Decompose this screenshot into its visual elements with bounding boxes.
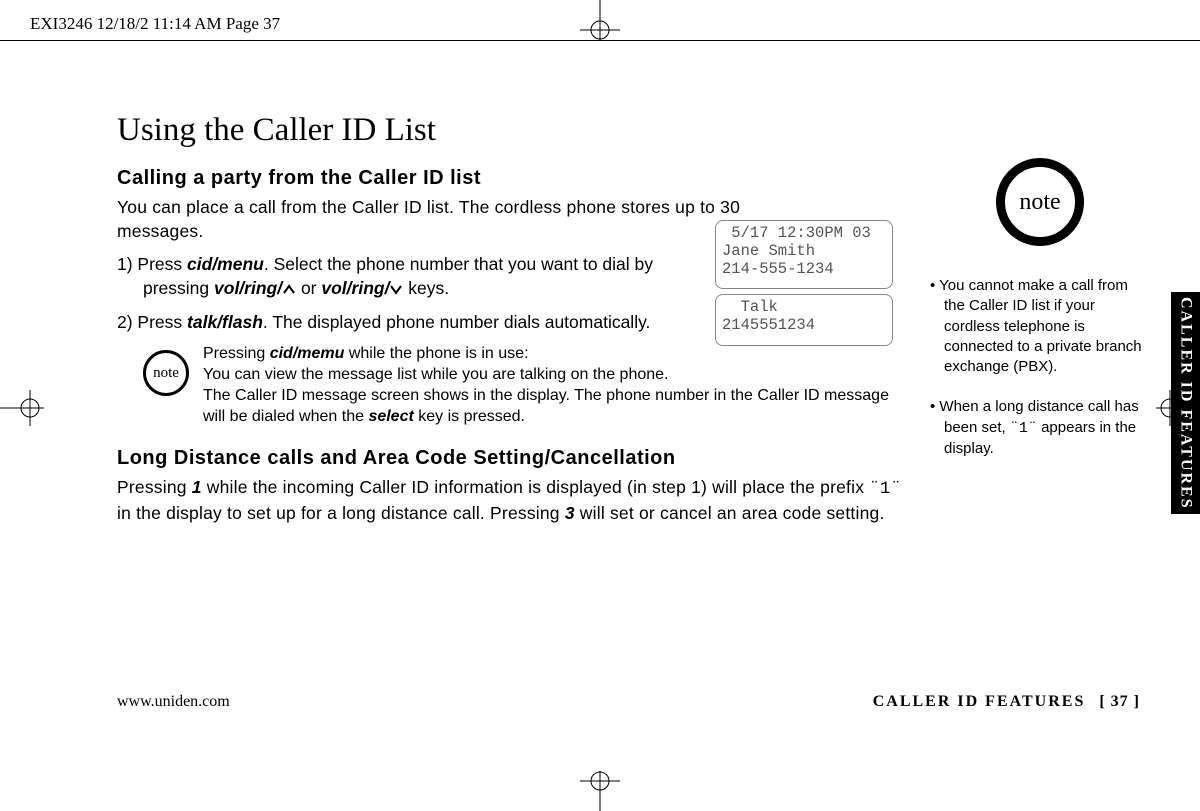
footer-section: CALLER ID FEATURES [873,693,1086,710]
key-1: 1 [192,477,202,497]
text: while the phone is in use: [344,345,528,362]
text: in the display to set up for a long dist… [117,503,565,523]
text: The Caller ID message screen shows in th… [203,387,889,425]
text: . The displayed phone number dials autom… [263,312,651,332]
note-icon: note [143,350,189,396]
lcd-screen-talk: Talk 2145551234 [715,294,893,346]
key-talk-flash: talk/flash [187,312,263,332]
section-heading-2: Long Distance calls and Area Code Settin… [117,447,907,470]
text: or [296,278,321,298]
registration-mark-bottom [555,767,645,811]
side-notes: note • You cannot make a call from the C… [930,158,1150,479]
text: 1) Press [117,254,187,274]
section-2-paragraph: Pressing 1 while the incoming Caller ID … [117,476,907,525]
registration-mark-left [0,386,48,430]
step-2: 2) Press talk/flash. The displayed phone… [117,311,697,335]
text: key is pressed. [414,408,525,425]
inline-note-text: Pressing cid/memu while the phone is in … [203,344,907,427]
side-bullet-1: • You cannot make a call from the Caller… [930,276,1150,377]
main-content: Using the Caller ID List Calling a party… [117,112,907,536]
page-footer: www.uniden.com CALLER ID FEATURES [ 37 ] [117,693,1140,711]
key-cid-memu: cid/memu [270,345,345,362]
text: Pressing [117,477,192,497]
section-tab: CALLER ID FEATURES [1171,292,1200,514]
step-1: 1) Press cid/menu. Select the phone numb… [117,253,697,300]
key-select: select [368,408,413,425]
footer-page-number: [ 37 ] [1099,693,1140,710]
lcd-screen-caller-id: 5/17 12:30PM 03 Jane Smith 214-555-1234 [715,220,893,289]
mono-1: ¨1¨ [869,479,901,499]
text: Pressing [203,345,270,362]
inline-note: note Pressing cid/memu while the phone i… [143,344,907,427]
key-vol-down: vol/ring/ [321,278,403,298]
section-heading-1: Calling a party from the Caller ID list [117,167,907,190]
registration-mark-top [555,0,645,44]
key-vol-up: vol/ring/ [214,278,296,298]
side-bullet-2: • When a long distance call has been set… [930,397,1150,459]
print-header-stamp: EXI3246 12/18/2 11:14 AM Page 37 [30,14,280,34]
intro-paragraph: You can place a call from the Caller ID … [117,196,807,243]
text: You can view the message list while you … [203,366,668,383]
key-3: 3 [565,503,575,523]
mono-1-side: ¨1¨ [1010,420,1037,437]
text: will set or cancel an area code setting. [575,503,885,523]
text: keys. [403,278,449,298]
text: 2) Press [117,312,187,332]
footer-url: www.uniden.com [117,693,230,711]
note-icon-large: note [996,158,1084,246]
text: while the incoming Caller ID information… [202,477,870,497]
page-title: Using the Caller ID List [117,112,907,149]
key-cid-menu: cid/menu [187,254,264,274]
